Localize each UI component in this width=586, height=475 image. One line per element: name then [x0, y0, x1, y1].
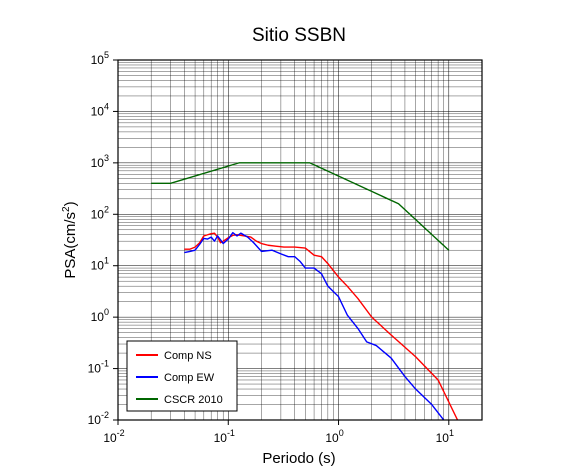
y-axis-label-sup: 2: [61, 206, 72, 212]
series-layer: [151, 162, 459, 420]
x-tick-label: 101: [436, 428, 454, 445]
legend-label-0: Comp NS: [164, 350, 212, 362]
y-axis-label-close: ): [62, 201, 79, 206]
y-tick-label: 105: [91, 50, 109, 67]
y-tick-label: 10-1: [88, 359, 109, 376]
y-tick-label: 10-2: [88, 410, 109, 427]
series-line-1: [184, 231, 445, 420]
legend: Comp NS Comp EW CSCR 2010: [126, 340, 238, 412]
y-tick-label: 102: [91, 204, 109, 221]
y-tick-label: 103: [91, 153, 109, 170]
axis-ticks: 10-2 10-1 100 101 10-2 10-1 100 101 102 103 104 105: [88, 50, 454, 445]
legend-label-2: CSCR 2010: [164, 394, 223, 406]
y-tick-label: 101: [91, 256, 109, 273]
x-axis-label: Periodo (s): [262, 450, 335, 467]
plot-frame: [117, 59, 483, 421]
series-line-0: [184, 232, 459, 420]
series-line-2: [151, 162, 450, 251]
y-axis-label-main: PSA(cm/s: [62, 212, 79, 279]
y-tick-label: 100: [91, 307, 109, 324]
y-tick-label: 104: [91, 101, 109, 118]
chart-title: Sitio SSBN: [252, 25, 346, 46]
x-tick-label: 100: [325, 428, 343, 445]
x-tick-label: 10-1: [214, 428, 235, 445]
y-axis-label: PSA(cm/s2): [61, 201, 79, 278]
legend-label-1: Comp EW: [164, 372, 215, 384]
x-tick-label: 10-2: [103, 428, 124, 445]
